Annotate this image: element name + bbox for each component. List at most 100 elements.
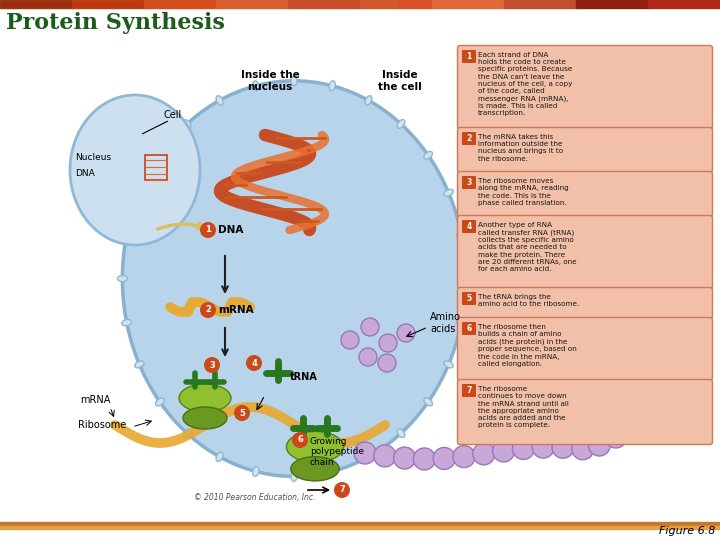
Ellipse shape [287,431,343,462]
Ellipse shape [291,76,297,86]
Circle shape [379,334,397,352]
Circle shape [374,445,396,467]
Circle shape [473,443,495,465]
Text: The ribosome
continues to move down
the mRNA strand until all
the appropriate am: The ribosome continues to move down the … [478,386,569,428]
Circle shape [413,448,436,470]
Ellipse shape [179,384,231,412]
Circle shape [200,222,216,238]
Bar [0,0,73,8]
Circle shape [354,442,376,464]
Text: 2: 2 [467,134,472,143]
Ellipse shape [216,452,223,462]
FancyBboxPatch shape [457,318,713,381]
Text: mRNA: mRNA [218,305,253,315]
Text: 3: 3 [209,361,215,369]
Ellipse shape [70,95,200,245]
Text: Another type of RNA
called transfer RNA (tRNA)
collects the specific amino
acids: Another type of RNA called transfer RNA … [478,222,577,272]
Circle shape [513,437,534,460]
Ellipse shape [444,361,454,368]
Circle shape [397,324,415,342]
Ellipse shape [135,361,144,368]
Text: 7: 7 [339,485,345,495]
Text: Ribosome: Ribosome [78,420,126,430]
Ellipse shape [444,190,454,196]
Ellipse shape [291,471,297,481]
Ellipse shape [253,81,259,91]
Text: Growing
polypeptide
chain: Growing polypeptide chain [310,437,364,467]
Bar [576,0,649,8]
FancyBboxPatch shape [457,215,713,288]
FancyBboxPatch shape [457,287,713,319]
Text: DNA: DNA [75,170,95,179]
Circle shape [361,318,379,336]
Circle shape [552,436,574,458]
Text: Protein Synthesis: Protein Synthesis [6,12,225,34]
Circle shape [492,440,515,462]
Circle shape [234,405,250,421]
FancyBboxPatch shape [462,176,476,189]
FancyBboxPatch shape [462,132,476,145]
Bar [144,0,217,8]
Text: Cell: Cell [163,110,181,120]
FancyBboxPatch shape [457,380,713,444]
Text: Figure 6.8: Figure 6.8 [659,526,715,536]
Circle shape [246,355,262,371]
FancyBboxPatch shape [462,220,476,233]
Ellipse shape [156,151,164,159]
FancyBboxPatch shape [462,50,476,63]
Text: 5: 5 [467,294,472,303]
Text: Amino
acids: Amino acids [430,312,461,334]
Bar [504,0,577,8]
Bar [432,0,505,8]
FancyBboxPatch shape [462,322,476,335]
FancyBboxPatch shape [457,45,713,129]
Bar [0,526,720,529]
Ellipse shape [397,429,405,437]
Text: Each strand of DNA
holds the code to create
specific proteins. Because
the DNA c: Each strand of DNA holds the code to cre… [478,52,572,117]
Circle shape [572,438,594,460]
Circle shape [359,348,377,366]
Text: 2: 2 [205,306,211,314]
Text: Inside
the cell: Inside the cell [378,70,422,92]
Ellipse shape [122,81,466,476]
Ellipse shape [291,457,339,481]
Bar [288,0,361,8]
Text: DNA: DNA [218,225,243,235]
Text: The tRNA brings the
amino acid to the ribosome.: The tRNA brings the amino acid to the ri… [478,294,580,307]
Circle shape [433,448,455,469]
Circle shape [669,392,695,418]
Bar [72,0,145,8]
Text: 1: 1 [205,226,211,234]
Bar [648,0,720,8]
Ellipse shape [122,320,132,326]
Circle shape [636,408,662,434]
Circle shape [341,331,359,349]
Ellipse shape [397,120,405,129]
Bar [216,0,289,8]
Text: tRNA: tRNA [290,372,318,382]
Bar [0,0,396,8]
Text: Inside the
nucleus: Inside the nucleus [240,70,300,92]
Ellipse shape [156,398,164,406]
Ellipse shape [461,275,471,281]
Ellipse shape [329,81,336,91]
Circle shape [204,357,220,373]
Ellipse shape [117,275,127,281]
Ellipse shape [183,407,227,429]
Circle shape [394,447,415,469]
Ellipse shape [424,151,433,159]
Circle shape [378,354,396,372]
Text: The ribosome moves
along the mRNA, reading
the code. This is the
phase called tr: The ribosome moves along the mRNA, readi… [478,178,569,206]
Text: The mRNA takes this
information outside the
nucleus and brings it to
the ribosom: The mRNA takes this information outside … [478,134,563,162]
Circle shape [619,416,645,442]
Ellipse shape [329,467,336,476]
Text: 6: 6 [467,324,472,333]
Text: 5: 5 [239,408,245,417]
Ellipse shape [456,320,467,326]
Bar [360,0,433,8]
Ellipse shape [456,232,467,238]
Ellipse shape [365,96,372,105]
Circle shape [652,400,678,426]
FancyBboxPatch shape [457,172,713,217]
Ellipse shape [122,232,132,238]
